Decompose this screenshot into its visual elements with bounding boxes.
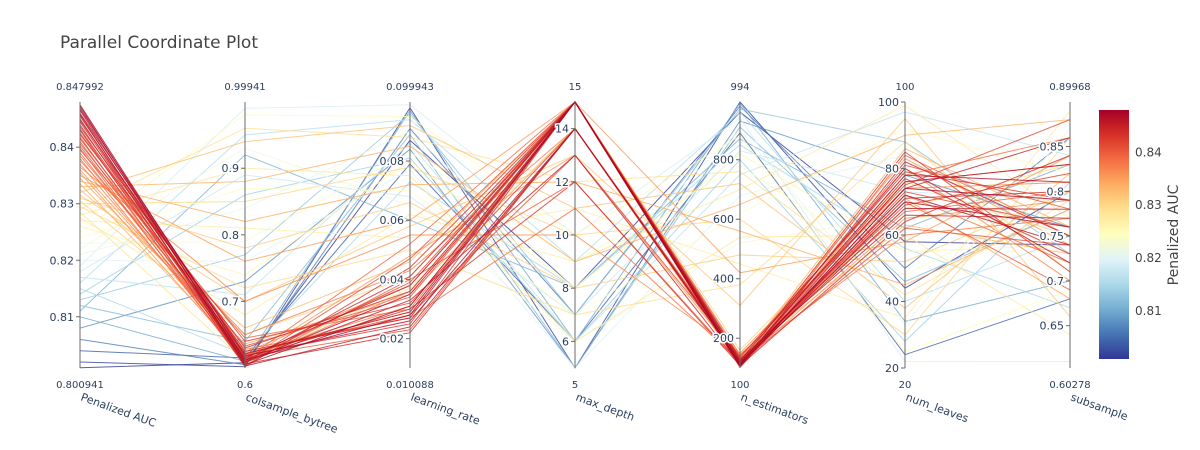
axis-tick-label: 0.9: [222, 162, 240, 175]
axis-tick-label: 0.06: [380, 214, 405, 227]
axis-tick-label: 14: [555, 123, 569, 136]
colorbar-gradient: [1099, 110, 1129, 359]
axis-tick-label: 400: [713, 273, 734, 286]
axis-tick-label: 0.84: [50, 141, 75, 154]
axis-max-label: 0.89968: [1049, 82, 1090, 93]
axis-tick-label: 20: [885, 362, 899, 375]
axis-tick-label: 0.02: [380, 333, 405, 346]
axis-min-label: 100: [730, 380, 749, 391]
axis-tick-label: 0.82: [50, 254, 75, 267]
axis-min-label: 0.800941: [56, 380, 104, 391]
axis-name-label: learning_rate: [409, 391, 482, 428]
axis-max-label: 0.99941: [224, 82, 265, 93]
axis-min-label: 20: [899, 380, 912, 391]
axis-tick-label: 0.83: [50, 198, 75, 211]
axis-tick-label: 0.7: [222, 295, 240, 308]
axis-tick-label: 12: [555, 176, 569, 189]
axis-name-label: subsample: [1069, 391, 1130, 424]
axis-tick-label: 200: [713, 332, 734, 345]
axis-name-label: num_leaves: [904, 391, 970, 426]
axis-min-label: 0.6: [237, 380, 253, 391]
axis-tick-label: 0.8: [222, 229, 240, 242]
axis-tick-label: 600: [713, 213, 734, 226]
axis-tick-label: 0.85: [1040, 141, 1065, 154]
axis-tick-label: 40: [885, 296, 899, 309]
colorbar-tick-label: 0.83: [1135, 198, 1162, 212]
axis-tick-label: 10: [555, 229, 569, 242]
axis-penalized-auc[interactable]: 0.81 0.82 0.83 0.84 0.847992 0.800941Penalize…: [48, 82, 159, 430]
axis-max-label: 0.847992: [56, 82, 104, 93]
axis-min-label: 0.010088: [386, 380, 434, 391]
axis-name-label: n_estimators: [739, 391, 811, 428]
axis-max-label: 994: [730, 82, 749, 93]
colorbar: 0.81 0.82 0.83 0.84 Penalized AUC: [1099, 110, 1182, 359]
axis-min-label: 0.60278: [1049, 380, 1090, 391]
axis-max-label: 15: [569, 82, 582, 93]
axis-tick-label: 0.04: [380, 273, 405, 286]
axis-min-label: 5: [572, 380, 578, 391]
chart-title: Parallel Coordinate Plot: [60, 33, 258, 53]
axis-tick-label: 0.81: [50, 311, 75, 324]
axis-name-label: max_depth: [574, 391, 636, 424]
colorbar-title: Penalized AUC: [1166, 184, 1182, 285]
axis-max-label: 0.099943: [386, 82, 434, 93]
axis-tick-label: 0.8: [1047, 185, 1065, 198]
axis-tick-label: 0.75: [1040, 230, 1065, 243]
axis-max-label: 100: [895, 82, 914, 93]
axis-name-label: Penalized AUC: [79, 391, 158, 430]
axis-tick-label: 0.08: [380, 155, 405, 168]
axis-tick-label: 0.65: [1040, 320, 1065, 333]
colorbar-tick-label: 0.84: [1135, 145, 1162, 159]
axis-tick-label: 8: [562, 282, 569, 295]
axis-tick-label: 800: [713, 154, 734, 167]
colorbar-tick-label: 0.82: [1135, 251, 1162, 265]
axis-tick-label: 6: [562, 335, 569, 348]
axis-tick-label: 60: [885, 229, 899, 242]
axis-name-label: colsample_bytree: [244, 391, 340, 436]
axis-tick-label: 0.7: [1047, 275, 1065, 288]
axis-tick-label: 100: [878, 96, 899, 109]
axis-tick-label: 80: [885, 163, 899, 176]
colorbar-tick-label: 0.81: [1135, 304, 1162, 318]
